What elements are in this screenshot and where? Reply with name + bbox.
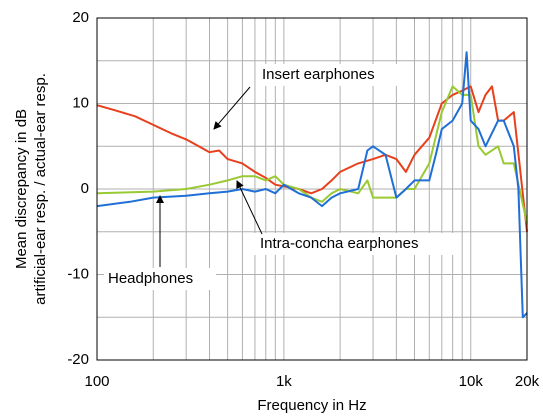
x-axis-label: Frequency in Hz <box>257 397 366 414</box>
arrow <box>213 86 251 130</box>
y-tick-label: 10 <box>72 94 89 111</box>
x-tick-label: 100 <box>84 373 109 390</box>
labels: -20 -10 0 10 20 100 1k 10k 20k <box>67 9 539 390</box>
lines <box>96 51 528 319</box>
y-tick-label: 0 <box>81 180 89 197</box>
x-tick-label: 10k <box>459 373 484 390</box>
annotation: Intra-concha earphones <box>260 235 418 252</box>
annotation: Insert earphones <box>262 66 375 83</box>
y-tick-label: -10 <box>67 265 89 282</box>
annotation: Headphones <box>108 270 193 287</box>
y-axis-label: artificial-ear resp. / actual-ear resp. <box>32 73 49 305</box>
annotation-bg <box>256 64 404 86</box>
annotation-bg <box>104 268 216 290</box>
series-line <box>96 85 528 232</box>
annotation-bg <box>254 233 458 255</box>
plot-frame <box>96 17 528 361</box>
y-axis-label: Mean discrepancy in dB <box>13 109 30 269</box>
series-line <box>96 51 528 319</box>
y-tick-label: -20 <box>67 351 89 368</box>
series-line <box>96 85 528 224</box>
y-tick-label: 20 <box>72 9 89 26</box>
x-tick-label: 20k <box>515 373 540 390</box>
x-tick-label: 1k <box>276 373 292 390</box>
arrow <box>236 180 263 235</box>
